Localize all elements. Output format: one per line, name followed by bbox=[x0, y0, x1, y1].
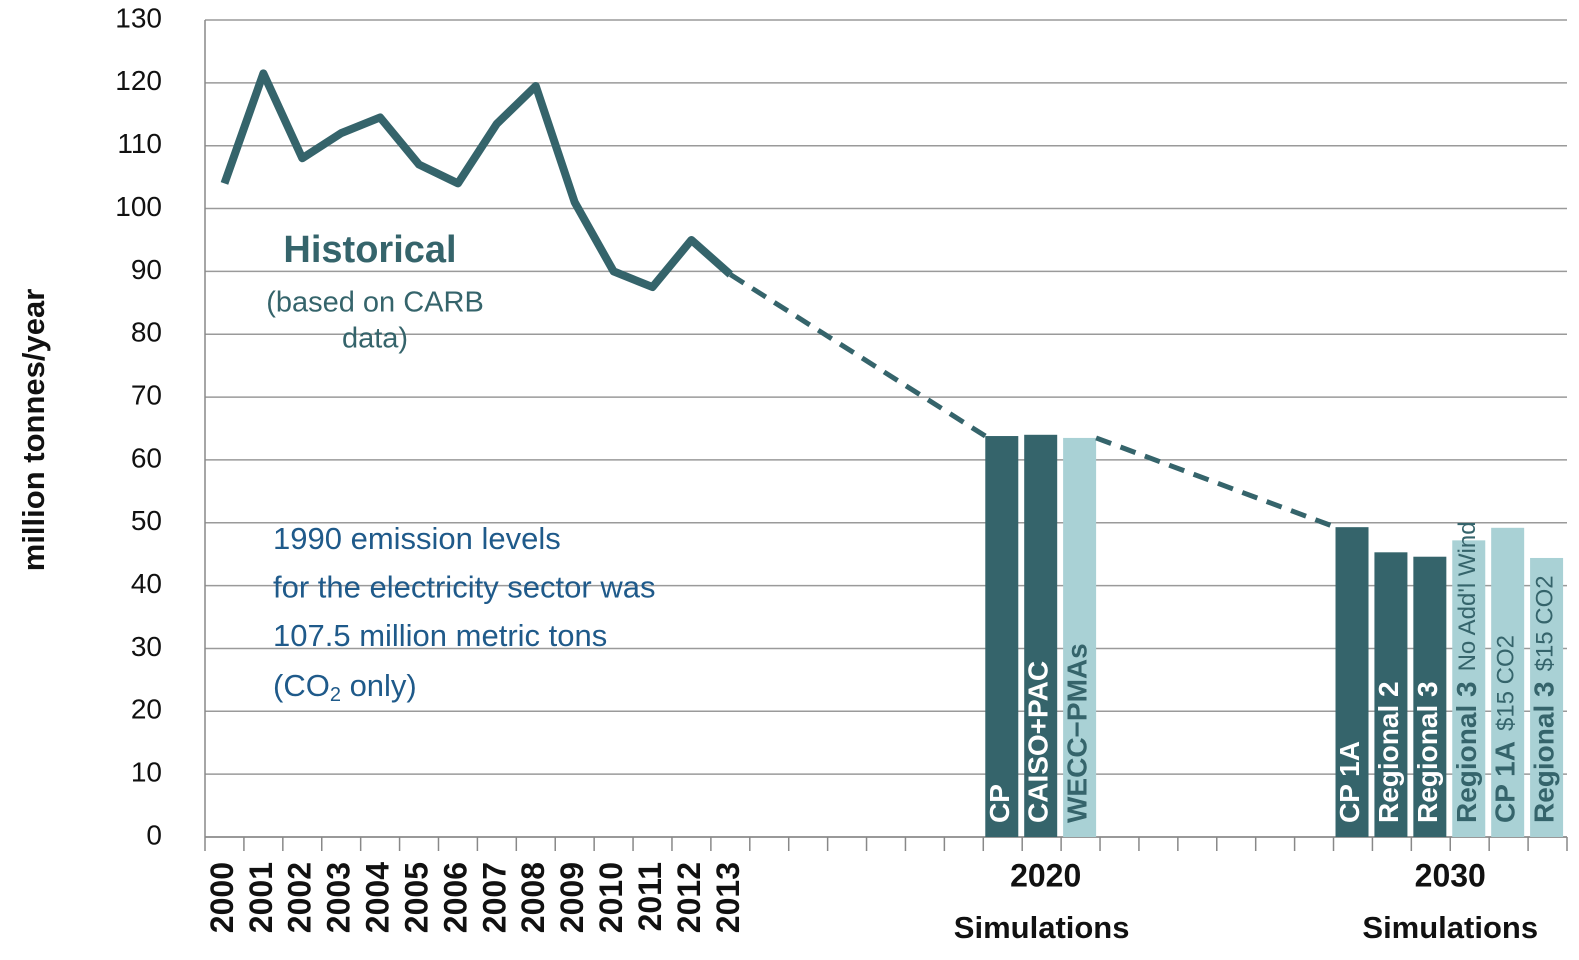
annotation-sub: 2 bbox=[330, 684, 341, 706]
x-tick-label: 2003 bbox=[321, 862, 357, 933]
bar-name: CP bbox=[984, 784, 1015, 823]
group-sublabel: Simulations bbox=[1362, 910, 1538, 945]
bar bbox=[1335, 527, 1369, 837]
bar-label: Regional 2 bbox=[1373, 681, 1404, 823]
series-label: Historical bbox=[283, 229, 456, 271]
y-tick-label: 110 bbox=[117, 128, 162, 159]
x-tick-label: 2009 bbox=[554, 862, 590, 933]
bar-label: CAISO+PAC bbox=[1023, 661, 1054, 823]
y-tick-label: 80 bbox=[131, 317, 162, 348]
x-tick-label: 2008 bbox=[515, 862, 551, 933]
y-tick-label: 90 bbox=[131, 254, 162, 285]
bar-label: WECC−PMAs bbox=[1062, 643, 1093, 823]
bar-name: Regional 3 bbox=[1529, 681, 1560, 823]
y-tick-label: 60 bbox=[131, 442, 162, 473]
x-tick-label: 2007 bbox=[476, 862, 512, 933]
x-tick-label: 2012 bbox=[671, 862, 707, 933]
x-tick-label: 2005 bbox=[398, 862, 434, 933]
x-tick-label: 2002 bbox=[282, 862, 318, 933]
bar-label: Regional 3 No Add'l Wind bbox=[1451, 521, 1482, 823]
annotation: for the electricity sector was bbox=[273, 570, 655, 605]
bar-name: Regional 2 bbox=[1373, 681, 1404, 823]
bar bbox=[1063, 437, 1097, 837]
annotation-part: only) bbox=[341, 668, 417, 703]
bar-name: CP 1A bbox=[1490, 741, 1521, 823]
bar-note: No Add'l Wind bbox=[1454, 521, 1481, 671]
history-line bbox=[220, 69, 733, 292]
y-tick-label: 30 bbox=[131, 631, 162, 662]
y-tick-label: 70 bbox=[131, 379, 162, 410]
group-label: 2030 bbox=[1415, 857, 1486, 893]
bar-name: Regional 3 bbox=[1451, 681, 1482, 823]
annotation: 1990 emission levels bbox=[273, 521, 561, 556]
y-tick-label: 40 bbox=[131, 568, 162, 599]
y-tick-label: 50 bbox=[131, 505, 162, 536]
bar bbox=[1530, 557, 1564, 837]
trend-dash bbox=[1095, 435, 1337, 530]
y-tick-label: 10 bbox=[131, 757, 162, 788]
y-tick-label: 120 bbox=[115, 65, 162, 96]
bar bbox=[1024, 434, 1058, 837]
series-note: data) bbox=[342, 323, 408, 355]
y-tick-label: 130 bbox=[115, 2, 162, 33]
bar-label: CP 1A $15 CO2 bbox=[1490, 635, 1521, 823]
group-label: 2020 bbox=[1010, 857, 1081, 893]
series-note: (based on CARB bbox=[266, 287, 484, 319]
bar-name: WECC−PMAs bbox=[1062, 643, 1093, 823]
x-tick-label: 2010 bbox=[593, 862, 629, 933]
y-tick-label: 100 bbox=[115, 191, 162, 222]
x-tick-label: 2011 bbox=[632, 862, 668, 931]
bar bbox=[1491, 527, 1525, 837]
x-tick-label: 2000 bbox=[204, 862, 240, 933]
y-tick-label: 0 bbox=[146, 819, 162, 850]
bar bbox=[985, 436, 1019, 837]
bar-label: Regional 3 $15 CO2 bbox=[1529, 575, 1560, 823]
annotation: (CO2 only) bbox=[273, 668, 417, 706]
x-tick-label: 2013 bbox=[710, 862, 746, 933]
y-tick-label: 20 bbox=[131, 694, 162, 725]
bar-note: $15 CO2 bbox=[1532, 575, 1559, 671]
bar-note: $15 CO2 bbox=[1493, 635, 1520, 731]
x-tick-label: 2004 bbox=[360, 862, 396, 933]
bar bbox=[1374, 552, 1408, 837]
annotation-part: (CO bbox=[273, 668, 330, 703]
bar-label: CP 1A bbox=[1334, 741, 1365, 823]
bar-name: CP 1A bbox=[1334, 741, 1365, 823]
bar bbox=[1452, 540, 1486, 837]
bar-label: CP bbox=[984, 784, 1015, 823]
bar-label: Regional 3 bbox=[1412, 681, 1443, 823]
x-tick-label: 2001 bbox=[243, 862, 279, 933]
y-axis-label: million tonnes/year bbox=[16, 289, 51, 572]
bar-name: CAISO+PAC bbox=[1023, 661, 1054, 823]
x-tick-label: 2006 bbox=[437, 862, 473, 933]
trend-dash bbox=[729, 272, 987, 439]
annotation: 107.5 million metric tons bbox=[273, 618, 607, 653]
group-sublabel: Simulations bbox=[954, 910, 1130, 945]
bar-name: Regional 3 bbox=[1412, 681, 1443, 823]
bar bbox=[1413, 556, 1447, 837]
